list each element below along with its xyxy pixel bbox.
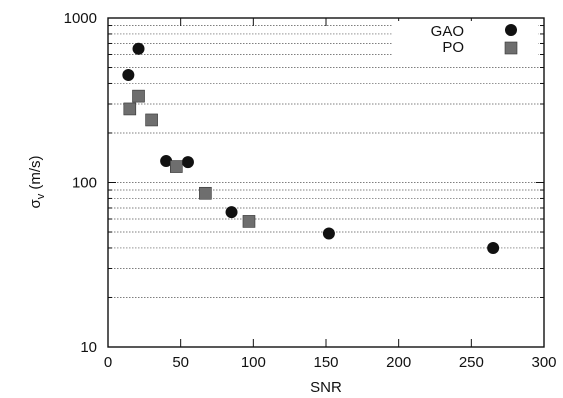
x-tick-label: 0 [104,354,112,371]
data-point-po [170,160,183,173]
y-tick-label: 10 [80,339,97,356]
legend-marker-gao [505,24,517,36]
data-point-gao [322,227,335,240]
legend-marker-po [504,41,518,55]
y-axis-label-unit: (m/s) [27,155,44,193]
data-point-po [123,102,137,116]
x-axis-label: SNR [310,379,342,396]
x-tick-labels: 0 50 100 150 200 250 300 [104,354,557,371]
y-tick-label: 1000 [64,10,97,27]
data-point-gao [122,69,135,82]
data-point-gao [225,206,238,219]
y-axis-label-symbol: σ [27,199,44,209]
data-points [122,42,500,254]
data-point-po [242,215,256,228]
data-point-gao [132,42,145,55]
plot-frame [107,17,545,348]
x-tick-label: 250 [459,354,484,371]
data-point-gao [181,156,194,169]
x-tick-label: 100 [241,354,266,371]
x-tick-label: 150 [313,354,338,371]
y-tick-label: 100 [72,175,97,192]
x-tick-label: 50 [172,354,189,371]
x-tick-label: 200 [386,354,411,371]
data-point-po [132,89,145,103]
data-point-po [145,113,158,127]
legend: GAO PO [392,21,538,61]
x-tick-label: 300 [531,354,556,371]
y-axis-label: σv (m/s) [27,155,47,208]
legend-label-po: PO [442,39,464,56]
data-point-po [199,186,212,200]
y-axis-label-subscript: v [35,193,47,199]
legend-label-gao: GAO [431,23,464,40]
axis-ticks [107,18,545,347]
y-tick-labels: 10 100 1000 [64,10,97,356]
data-point-gao [487,241,500,254]
data-point-gao [160,155,173,168]
